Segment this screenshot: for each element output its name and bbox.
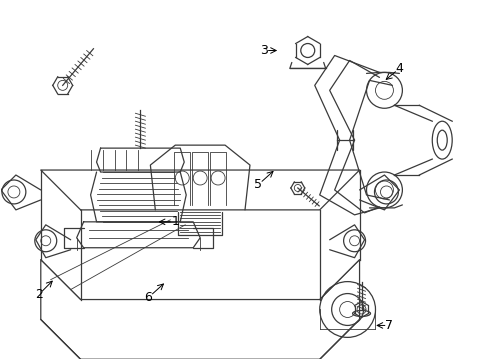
Text: 1: 1: [172, 215, 179, 228]
Text: 6: 6: [145, 291, 152, 304]
Text: 2: 2: [35, 288, 43, 301]
Text: 3: 3: [260, 44, 268, 57]
Text: 4: 4: [395, 62, 403, 75]
Text: 5: 5: [254, 179, 262, 192]
Text: 7: 7: [386, 319, 393, 332]
